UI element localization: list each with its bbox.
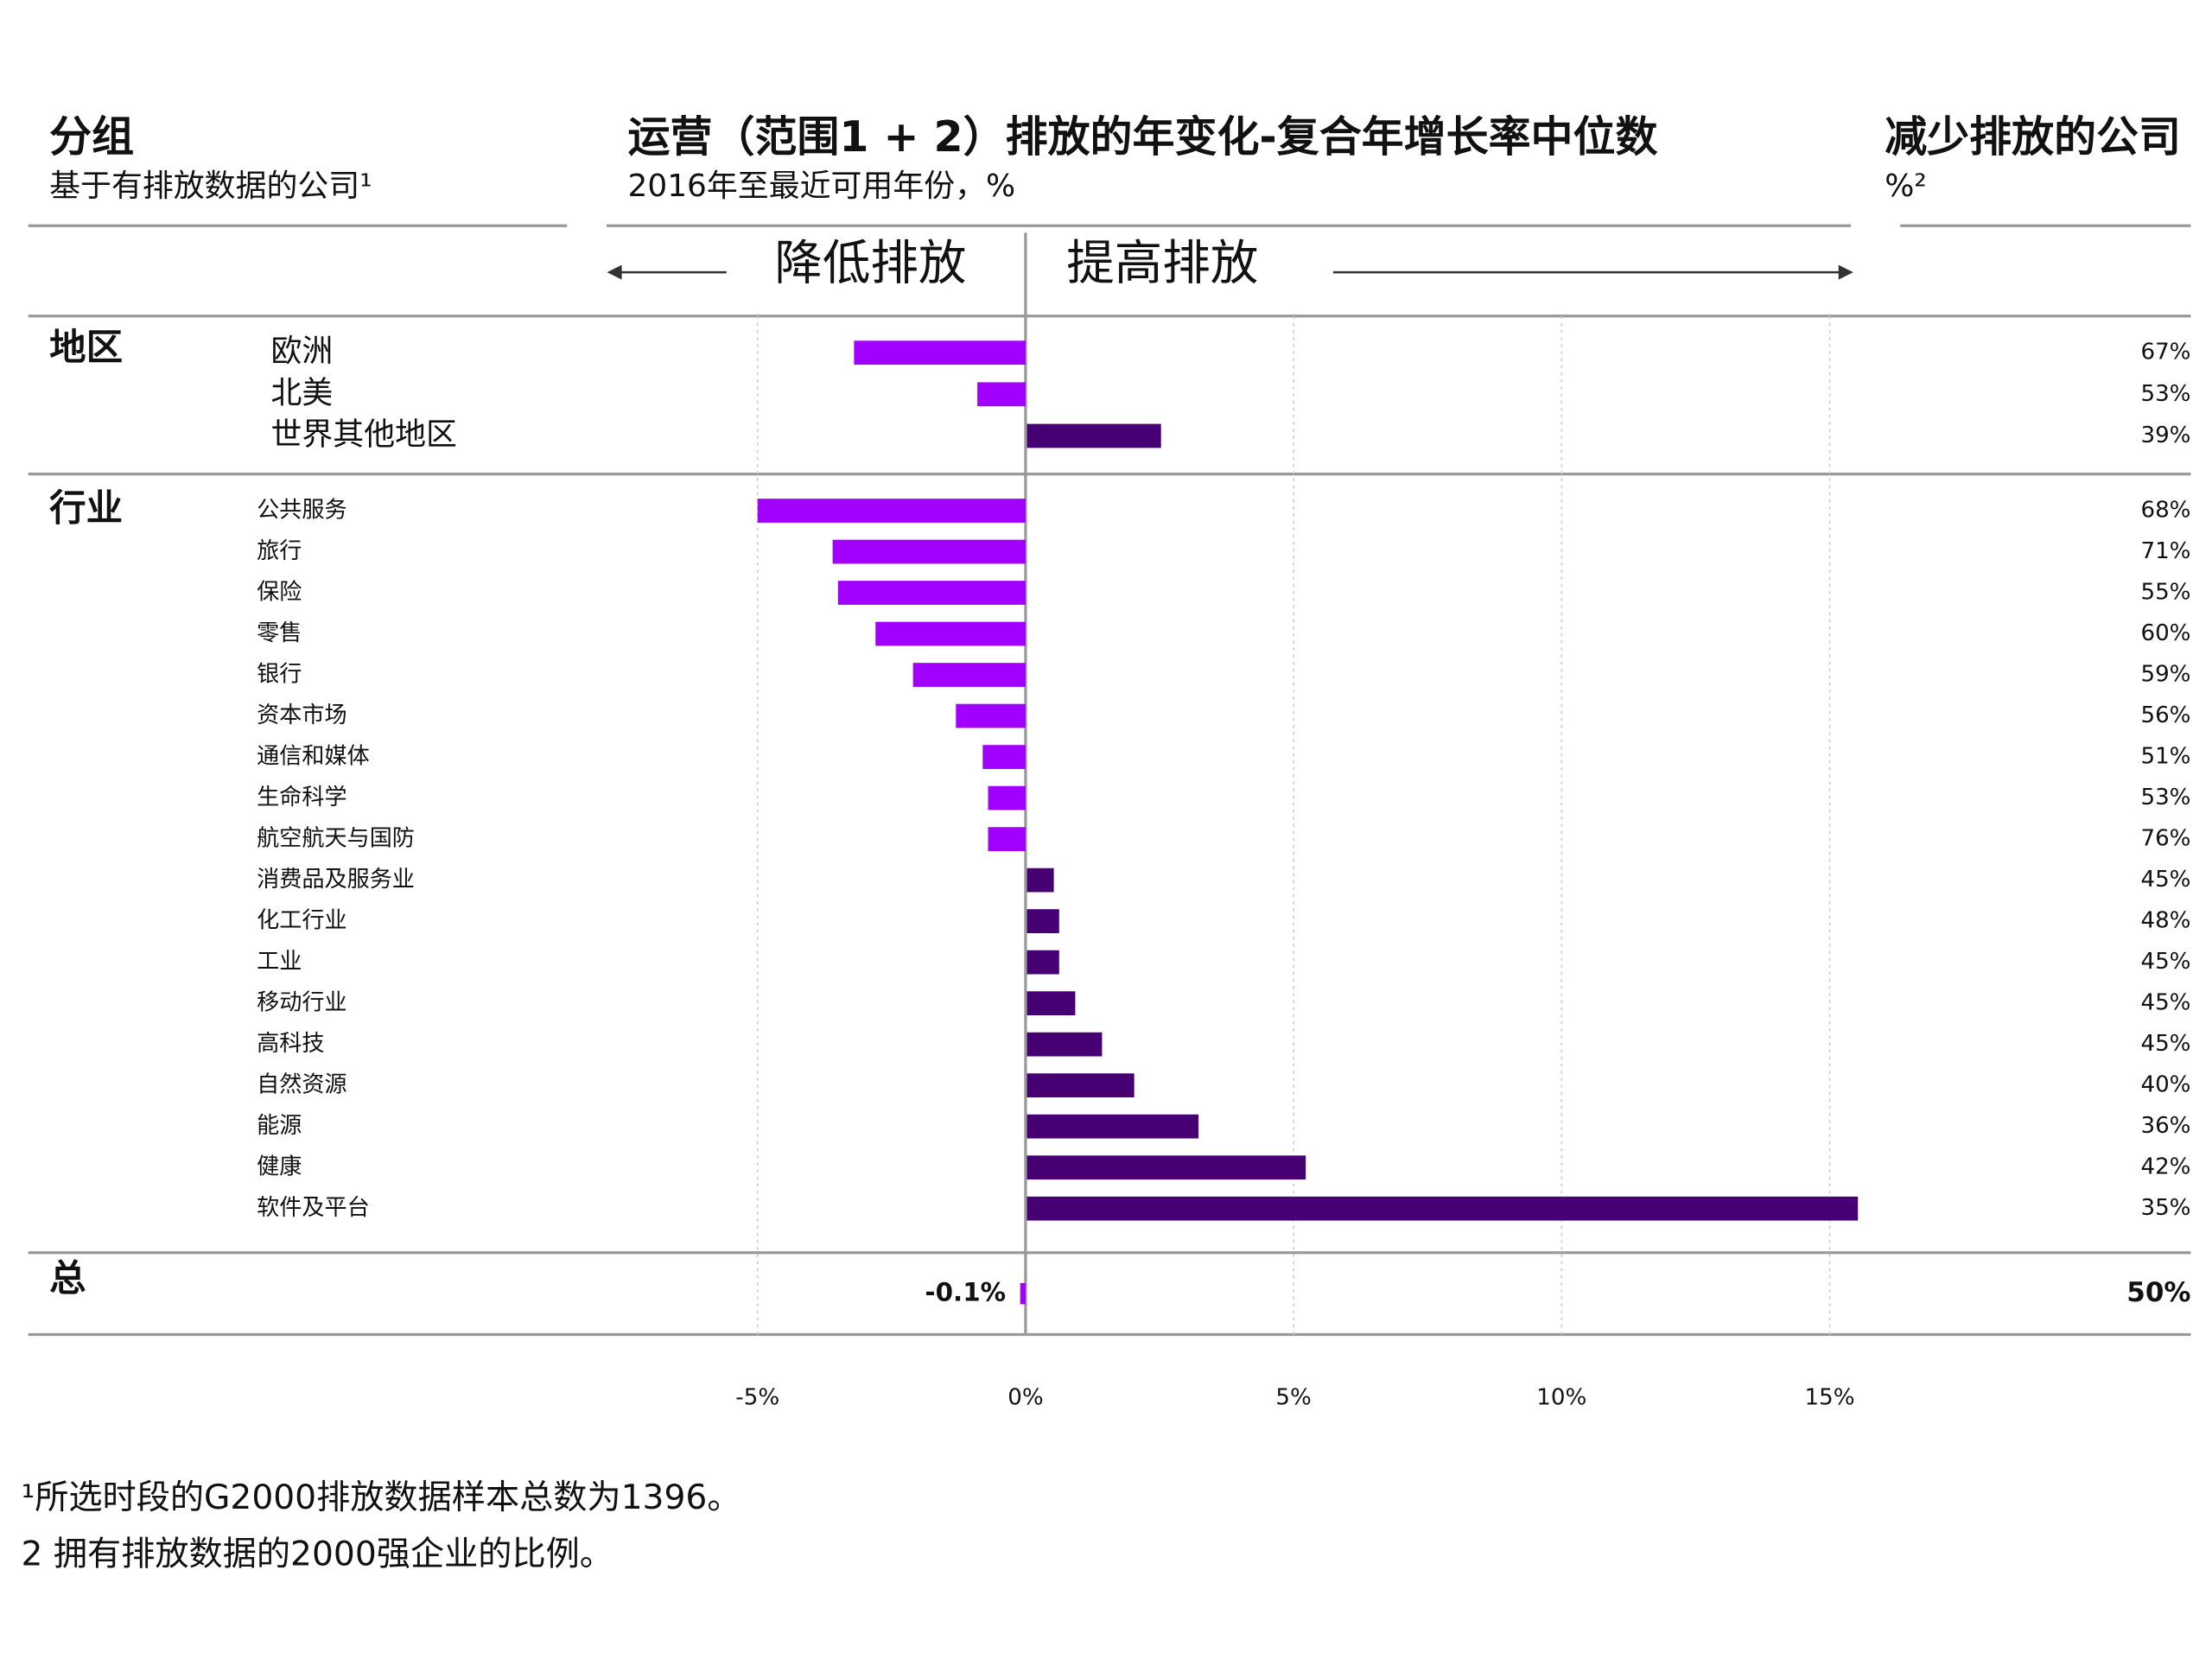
share-label: 35% (2140, 1195, 2190, 1221)
share-label: 59% (2140, 662, 2190, 688)
category-label: 银行 (257, 662, 302, 688)
x-tick-label: -5% (735, 1384, 779, 1410)
bar (1027, 1196, 1859, 1221)
share-label: 45% (2140, 1031, 2190, 1057)
category-label: 公共服务 (257, 498, 346, 524)
left-title: 分组 (49, 112, 134, 162)
bar (837, 581, 1026, 605)
bar (1027, 1032, 1103, 1057)
category-label: 自然资源 (257, 1072, 346, 1098)
share-label: 39% (2140, 423, 2190, 448)
share-label: 56% (2140, 702, 2190, 728)
bar (982, 745, 1026, 769)
category-label: 健康 (257, 1154, 302, 1180)
share-label: 42% (2140, 1154, 2190, 1180)
bar (1027, 423, 1161, 448)
group-label: 地区 (49, 327, 123, 369)
category-label: 保险 (257, 580, 302, 606)
bar (854, 340, 1026, 365)
chart-title: 运营（范围1 + 2）排放的年变化-复合年增长率中位数 (628, 112, 1658, 162)
share-label: 36% (2140, 1113, 2190, 1139)
share-label: 48% (2140, 908, 2190, 934)
bar (1027, 909, 1059, 933)
right-title: 减少排放的公司 (1885, 112, 2181, 162)
bar (875, 621, 1026, 646)
share-label: 45% (2140, 867, 2190, 893)
group-label: 总 (49, 1258, 86, 1300)
share-label: 60% (2140, 620, 2190, 646)
right-subtitle: %² (1885, 168, 1927, 204)
category-label: 零售 (257, 620, 302, 646)
bar (757, 499, 1026, 523)
share-label: 68% (2140, 498, 2190, 524)
x-tick-label: 5% (1275, 1384, 1311, 1410)
group-label: 行业 (49, 488, 123, 531)
category-label: 移动行业 (257, 990, 346, 1016)
share-label: 71% (2140, 538, 2190, 564)
decrease-label: 降低排放 (774, 236, 966, 292)
footnote: ¹所选时段的G2000排放数据样本总数为1396。 (21, 1478, 741, 1517)
direction-arrows (607, 264, 1853, 280)
share-label: 67% (2140, 340, 2190, 365)
category-label: 软件及平台 (257, 1195, 370, 1221)
category-label: 旅行 (257, 538, 302, 564)
x-tick-label: 0% (1007, 1384, 1043, 1410)
bar (988, 785, 1026, 810)
bar (832, 539, 1026, 564)
share-label: 53% (2140, 381, 2190, 407)
bar (1027, 868, 1054, 893)
share-label: 40% (2140, 1072, 2190, 1098)
increase-label: 提高排放 (1066, 236, 1258, 292)
category-label: 通信和媒体 (257, 744, 370, 770)
share-label: 55% (2140, 580, 2190, 606)
category-label: 生命科学 (257, 785, 346, 810)
share-label: 51% (2140, 744, 2190, 770)
category-label: 航空航天与国防 (257, 826, 415, 852)
footnote: 2 拥有排放数据的2000强企业的比例。 (21, 1535, 613, 1573)
x-tick-label: 15% (1805, 1384, 1855, 1410)
bar (1027, 1073, 1135, 1098)
share-label: 50% (2126, 1277, 2190, 1308)
bar (1027, 1155, 1306, 1180)
category-label: 化工行业 (257, 908, 346, 934)
bar (1020, 1282, 1026, 1305)
chart-subtitle: 2016年至最近可用年份，% (628, 168, 1016, 204)
x-tick-label: 10% (1536, 1384, 1586, 1410)
category-label: 消费品及服务业 (257, 867, 415, 893)
bar (1027, 991, 1076, 1016)
share-label: 45% (2140, 990, 2190, 1016)
category-label: 北美 (270, 375, 333, 410)
bar (1027, 950, 1059, 975)
bar (1027, 1114, 1199, 1139)
category-label: 欧洲 (270, 334, 333, 369)
category-label: 工业 (257, 949, 302, 975)
category-label: 世界其他地区 (270, 416, 456, 452)
category-label: 高科技 (257, 1031, 324, 1057)
value-label: -0.1% (925, 1278, 1006, 1307)
category-label: 能源 (257, 1113, 302, 1139)
bar (912, 663, 1026, 687)
bar (977, 382, 1026, 407)
bar (956, 703, 1026, 728)
share-label: 45% (2140, 949, 2190, 975)
share-label: 53% (2140, 785, 2190, 810)
bar (988, 827, 1026, 851)
share-label: 76% (2140, 826, 2190, 852)
category-label: 资本市场 (257, 702, 346, 728)
left-subtitle: 基于有排放数据的公司¹ (49, 168, 372, 204)
